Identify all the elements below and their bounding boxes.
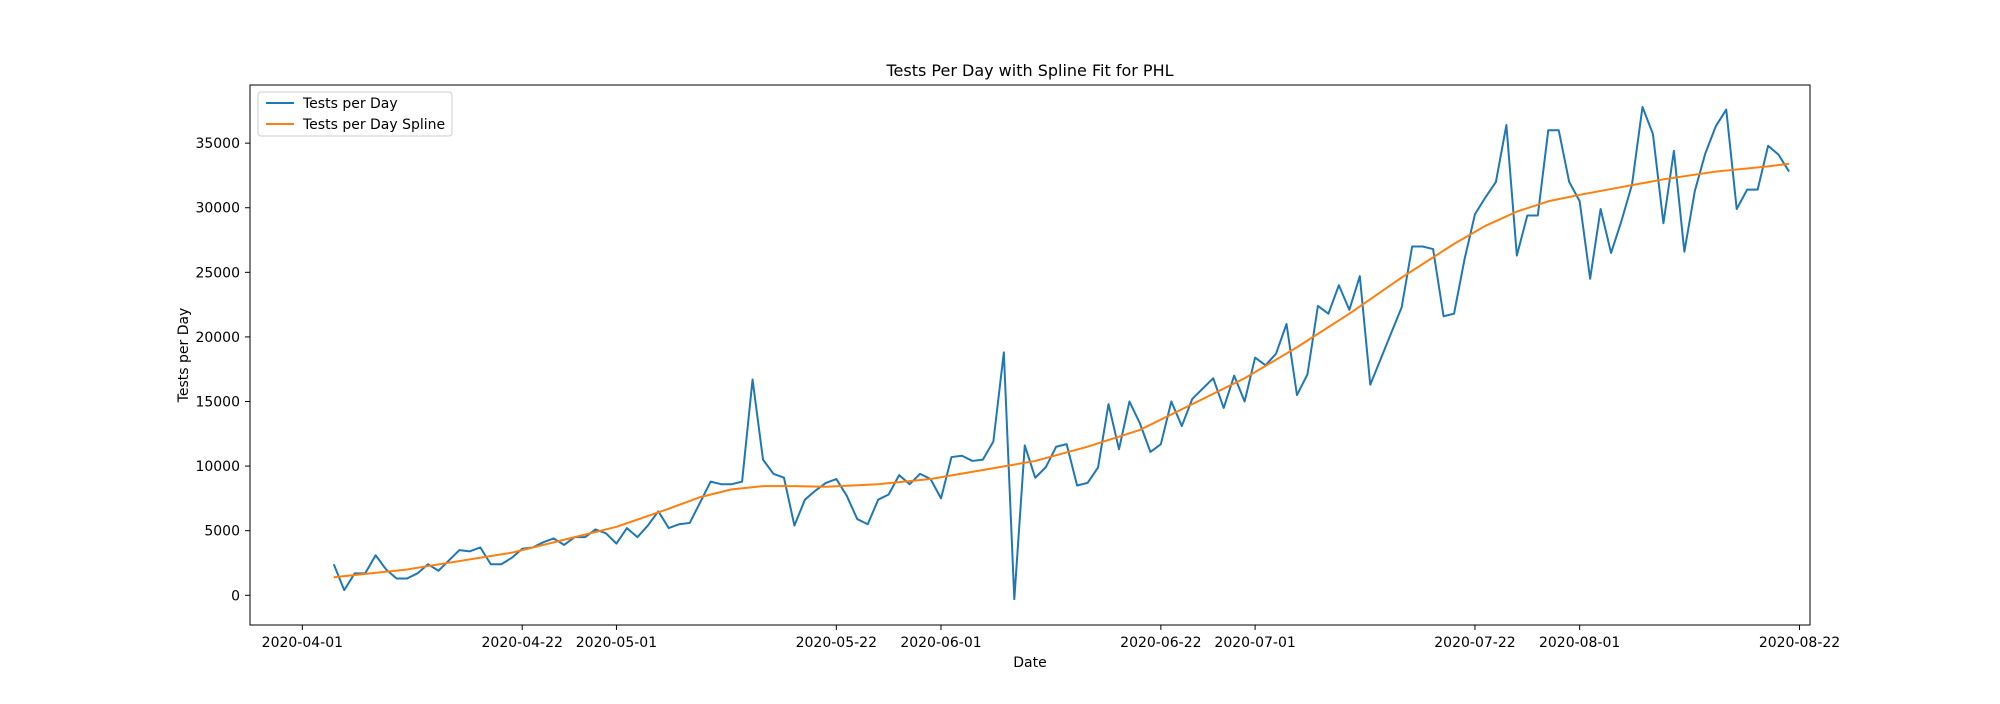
y-tick-label: 30000: [195, 201, 240, 217]
series-line-tests-per-day: [332, 105, 1790, 601]
legend-box: [257, 91, 453, 137]
x-tick-label: 2020-05-01: [576, 635, 657, 651]
x-axis: 2020-04-01 2020-04-22 2020-05-01 2020-05-22…: [262, 625, 1840, 651]
x-tick-label: 2020-08-01: [1539, 635, 1620, 651]
y-tick-label: 0: [231, 588, 240, 604]
y-tick-label: 10000: [195, 459, 240, 475]
plot-frame: [249, 84, 1811, 626]
legend: Tests per Day Tests per Day Spline: [257, 91, 453, 137]
chart-title: Tests Per Day with Spline Fit for PHL: [885, 61, 1173, 80]
y-axis: 0 5000 10000 15000 20000 25000 30000 35000: [195, 136, 250, 604]
y-tick-label: 20000: [195, 330, 240, 346]
x-axis-label: Date: [1013, 655, 1046, 671]
x-tick-label: 2020-06-01: [900, 635, 981, 651]
y-tick-label: 15000: [195, 395, 240, 411]
x-tick-label: 2020-07-22: [1434, 635, 1515, 651]
x-tick-label: 2020-06-22: [1120, 635, 1201, 651]
legend-label-spline: Tests per Day Spline: [302, 117, 445, 133]
legend-label-tests-per-day: Tests per Day: [302, 96, 398, 112]
series-line-spline: [333, 162, 1790, 579]
y-tick-label: 25000: [195, 265, 240, 281]
y-tick-label: 5000: [204, 524, 240, 540]
x-tick-label: 2020-04-22: [482, 635, 563, 651]
x-tick-label: 2020-04-01: [262, 635, 343, 651]
x-tick-label: 2020-05-22: [796, 635, 877, 651]
y-axis-label: Tests per Day: [176, 308, 192, 404]
plot-area: [249, 84, 1811, 626]
x-tick-label: 2020-08-22: [1759, 635, 1840, 651]
x-tick-label: 2020-07-01: [1214, 635, 1295, 651]
y-tick-label: 35000: [195, 136, 240, 152]
